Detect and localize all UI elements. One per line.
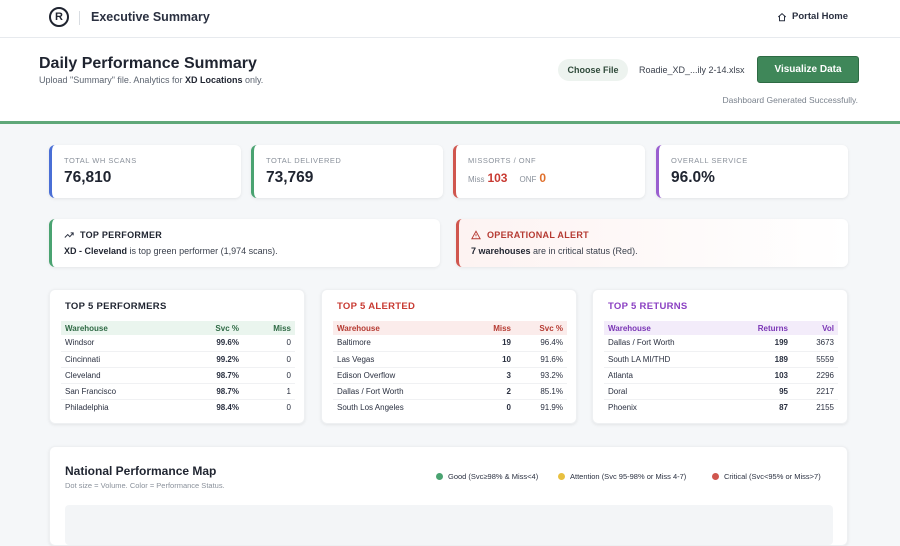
onf-label: ONF	[519, 175, 537, 184]
kpi-total-wh-scans: TOTAL WH SCANS 76,810	[49, 145, 241, 198]
national-map-card: National Performance Map Dot size = Volu…	[49, 446, 848, 546]
table-row: Dallas / Fort Worth 199 3673	[604, 335, 838, 352]
top-performers-card: TOP 5 PERFORMERS Warehouse Svc % Miss Wi…	[49, 289, 305, 424]
col-header: Miss	[273, 323, 291, 333]
top-performers-title: TOP 5 PERFORMERS	[65, 301, 167, 312]
legend-label: Good (Svc≥98% & Miss<4)	[448, 472, 539, 481]
table-row: Windsor 99.6% 0	[61, 335, 295, 352]
top-returns-card: TOP 5 RETURNS Warehouse Returns Vol Dall…	[592, 289, 848, 424]
legend-dot	[712, 473, 719, 480]
table-row: South Los Angeles 0 91.9%	[337, 402, 563, 412]
table-row: Cleveland 98.7% 0	[61, 367, 295, 384]
visualize-data-button[interactable]: Visualize Data	[757, 56, 859, 83]
onf-value: 0	[539, 171, 547, 185]
top-performer-heading: TOP PERFORMER	[64, 230, 162, 240]
top-performer-text: XD - Cleveland is top green performer (1…	[64, 246, 278, 256]
page-subtitle: Upload "Summary" file. Analytics for XD …	[39, 75, 264, 85]
app-title: Executive Summary	[91, 10, 210, 24]
map-canvas[interactable]	[65, 505, 833, 545]
col-header: Svc %	[215, 323, 239, 333]
table-row: Las Vegas 10 91.6%	[333, 351, 567, 368]
legend-dot	[436, 473, 443, 480]
col-header: Warehouse	[65, 323, 108, 333]
page-title: Daily Performance Summary	[39, 55, 257, 72]
top-performers-table: Warehouse Svc % Miss Windsor 99.6% 0 Cinci…	[61, 321, 295, 415]
table-row: Phoenix 87 2155	[608, 402, 834, 412]
kpi-value: 96.0%	[671, 169, 715, 186]
miss-label: Miss	[468, 175, 485, 184]
warning-icon	[471, 230, 481, 240]
map-subtitle: Dot size = Volume. Color = Performance S…	[65, 481, 225, 490]
operational-alert-heading: OPERATIONAL ALERT	[471, 230, 589, 240]
selected-file-name: Roadie_XD_...ily 2-14.xlsx	[639, 65, 745, 75]
logo-icon[interactable]: R	[49, 7, 69, 27]
missorts-values: Miss 103 ONF 0	[468, 171, 555, 185]
portal-home-link[interactable]: Portal Home	[777, 11, 848, 22]
kpi-label: MISSORTS / ONF	[468, 156, 537, 165]
miss-value: 103	[487, 171, 508, 185]
top-alerted-card: TOP 5 ALERTED Warehouse Miss Svc % Balti…	[321, 289, 577, 424]
nav-divider	[79, 11, 80, 25]
table-row: San Francisco 98.7% 1	[61, 383, 295, 400]
choose-file-button[interactable]: Choose File	[558, 59, 628, 81]
home-icon	[777, 12, 787, 21]
header-panel: Daily Performance Summary Upload "Summar…	[0, 38, 900, 124]
table-row: Baltimore 19 96.4%	[333, 335, 567, 352]
kpi-label: OVERALL SERVICE	[671, 156, 748, 165]
top-performer-title: TOP PERFORMER	[80, 230, 163, 240]
top-returns-title: TOP 5 RETURNS	[608, 301, 688, 312]
top-nav: R Executive Summary Portal Home	[0, 0, 900, 38]
col-header: Vol	[822, 323, 834, 333]
top-alerted-table: Warehouse Miss Svc % Baltimore 19 96.4% La…	[333, 321, 567, 415]
kpi-label: TOTAL DELIVERED	[266, 156, 342, 165]
table-row: Edison Overflow 3 93.2%	[333, 367, 567, 384]
legend-dot	[558, 473, 565, 480]
top-returns-table: Warehouse Returns Vol Dallas / Fort Wort…	[604, 321, 838, 415]
col-header: Warehouse	[337, 323, 380, 333]
table-row: Cincinnati 99.2% 0	[61, 351, 295, 368]
table-row: Philadelphia 98.4% 0	[65, 402, 291, 412]
operational-alert-title: OPERATIONAL ALERT	[487, 230, 589, 240]
col-header: Miss	[493, 323, 511, 333]
operational-alert-text: 7 warehouses are in critical status (Red…	[471, 246, 638, 256]
kpi-missorts-onf: MISSORTS / ONF Miss 103 ONF 0	[453, 145, 645, 198]
table-row: Atlanta 103 2296	[604, 367, 838, 384]
legend-critical: Critical (Svc<95% or Miss>7)	[712, 472, 821, 481]
col-header: Warehouse	[608, 323, 651, 333]
top-performer-banner: TOP PERFORMER XD - Cleveland is top gree…	[49, 219, 440, 267]
table-row: Dallas / Fort Worth 2 85.1%	[333, 383, 567, 400]
kpi-total-delivered: TOTAL DELIVERED 73,769	[251, 145, 443, 198]
kpi-value: 76,810	[64, 169, 112, 186]
kpi-value: 73,769	[266, 169, 314, 186]
trending-up-icon	[64, 232, 74, 238]
table-row: South LA MI/THD 189 5559	[604, 351, 838, 368]
col-header: Svc %	[539, 323, 563, 333]
legend-attention: Attention (Svc 95-98% or Miss 4-7)	[558, 472, 686, 481]
table-row: Doral 95 2217	[604, 383, 838, 400]
col-header: Returns	[757, 323, 788, 333]
map-title: National Performance Map	[65, 464, 217, 478]
kpi-label: TOTAL WH SCANS	[64, 156, 137, 165]
legend-good: Good (Svc≥98% & Miss<4)	[436, 472, 538, 481]
portal-home-label: Portal Home	[792, 11, 848, 22]
legend-label: Attention (Svc 95-98% or Miss 4-7)	[570, 472, 687, 481]
legend-label: Critical (Svc<95% or Miss>7)	[724, 472, 821, 481]
operational-alert-banner: OPERATIONAL ALERT 7 warehouses are in cr…	[456, 219, 848, 267]
kpi-overall-service: OVERALL SERVICE 96.0%	[656, 145, 848, 198]
generation-status: Dashboard Generated Successfully.	[722, 95, 858, 105]
top-alerted-title: TOP 5 ALERTED	[337, 301, 416, 312]
